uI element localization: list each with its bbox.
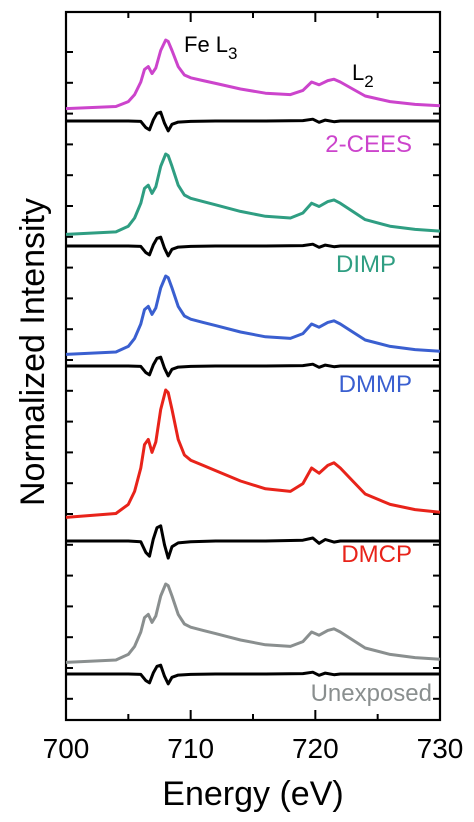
x-tick-label: 710: [167, 733, 214, 764]
series-label: Unexposed: [311, 680, 432, 707]
annotation-l2-prefix: L: [352, 60, 364, 85]
difference-curve: [66, 663, 440, 686]
curves-layer: [65, 38, 441, 686]
spectrum-line: [65, 152, 441, 236]
labels-layer: 2-CEES DIMP DMMP DMCP Unexposed: [311, 131, 432, 707]
annotation-fe-l3-sub: 3: [228, 44, 237, 63]
annotation-l2-sub: 2: [364, 72, 373, 91]
series-label: DIMP: [336, 251, 396, 278]
x-axis-label: Energy (eV): [162, 775, 343, 813]
x-tick-label: 720: [292, 733, 339, 764]
difference-curve: [66, 524, 440, 560]
series-label: DMMP: [339, 371, 412, 398]
spectrum-line: [65, 582, 441, 664]
difference-curve: [66, 235, 440, 258]
x-tick-label: 700: [43, 733, 90, 764]
annotation-fe-l3-prefix: Fe L: [184, 32, 228, 57]
annotation-fe-l3: Fe L3: [184, 32, 238, 63]
x-tick-label: 730: [417, 733, 464, 764]
spectrum-line: [65, 38, 441, 111]
series-label: 2-CEES: [325, 131, 412, 158]
spectrum-line: [65, 274, 441, 356]
series-label: DMCP: [341, 541, 412, 568]
ticks-layer: 700 710 720 730: [43, 12, 464, 764]
difference-curve: [66, 110, 440, 133]
y-axis-label: Normalized Intensity: [14, 198, 52, 506]
spectrum-line: [65, 388, 441, 519]
annotation-l2: L2: [352, 60, 374, 91]
difference-curve: [66, 355, 440, 378]
